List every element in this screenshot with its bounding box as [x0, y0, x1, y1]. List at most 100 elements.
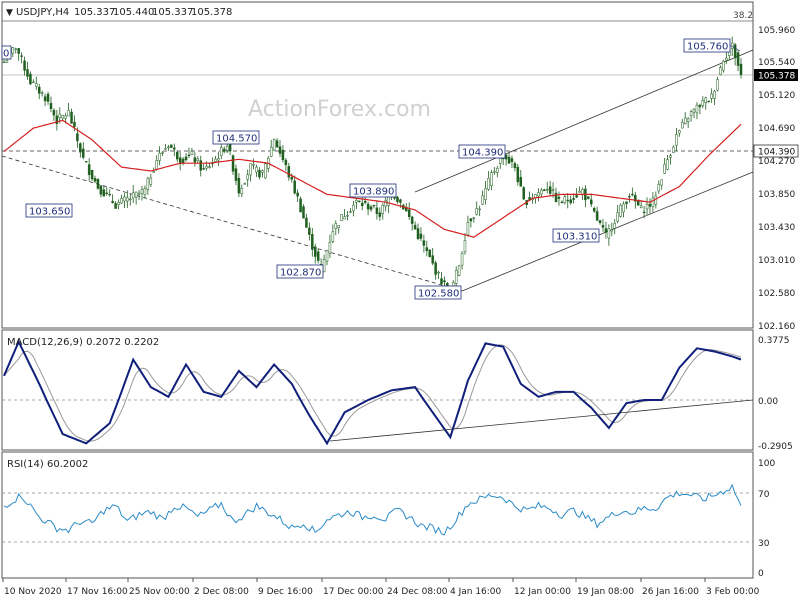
- candle-body: [275, 140, 279, 148]
- candle-body: [55, 115, 59, 125]
- candle-body: [681, 122, 684, 129]
- price-tick: 104.270: [758, 157, 795, 167]
- candle-body: [73, 121, 76, 127]
- candle-body: [205, 165, 208, 169]
- candle-body: [231, 155, 235, 172]
- x-tick-label: 2 Dec 08:00: [194, 587, 249, 597]
- candle-body: [222, 148, 226, 152]
- candle-body: [692, 108, 696, 113]
- candle-body: [340, 214, 343, 221]
- rsi-line: [3, 483, 742, 536]
- candle-body: [519, 177, 523, 187]
- candle-body: [170, 144, 173, 148]
- candle-body: [399, 199, 402, 203]
- candle-body: [35, 83, 38, 87]
- candle-body: [5, 60, 9, 63]
- price-tick: 103.850: [758, 190, 795, 200]
- candle-body: [410, 216, 414, 224]
- candle-body: [716, 79, 719, 91]
- candle-body: [187, 154, 191, 156]
- candle-body: [76, 133, 79, 142]
- candle-body: [29, 73, 32, 85]
- candle-body: [733, 44, 737, 59]
- candle-body: [590, 199, 593, 205]
- macd-main-line: [3, 339, 742, 446]
- candle-body: [660, 179, 663, 186]
- candle-body: [575, 195, 578, 198]
- candle-body: [308, 227, 311, 235]
- candle-body: [419, 233, 423, 239]
- candle-body: [111, 200, 114, 204]
- candle-body: [255, 166, 258, 173]
- candle-body: [592, 207, 596, 212]
- candle-body: [143, 188, 147, 196]
- price-y-axis: 105.960 105.540 105.120 104.690 104.270 …: [753, 26, 799, 332]
- candle-body: [360, 202, 364, 206]
- candle-body: [134, 191, 138, 198]
- candle-body: [695, 104, 699, 114]
- candle-body: [669, 155, 672, 158]
- candle-body: [704, 97, 708, 104]
- header-symbol-dropdown-icon[interactable]: ▼: [6, 8, 13, 18]
- candle-body: [243, 183, 247, 185]
- candle-body: [548, 186, 552, 194]
- x-tick-label: 4 Jan 16:00: [450, 587, 502, 597]
- candle-body: [26, 69, 29, 77]
- candle-body: [37, 86, 41, 94]
- annotation-104570: 104.570: [212, 130, 260, 145]
- level-price-tag: [753, 144, 799, 158]
- header-high: 105.440: [113, 7, 154, 18]
- annotation-104390-label: 104.390: [462, 148, 503, 159]
- candle-body: [466, 222, 470, 236]
- annotation-103890: 103.890: [349, 183, 397, 198]
- channel-upper-line: [414, 49, 754, 193]
- candle-body: [689, 111, 693, 116]
- candle-body: [510, 158, 514, 162]
- candle-body: [469, 218, 473, 222]
- annotation-left-edge: 0: [1, 45, 12, 60]
- candle-body: [375, 207, 379, 214]
- candle-body: [378, 212, 382, 217]
- price-tick: 105.120: [758, 91, 795, 101]
- candle-body: [234, 168, 238, 181]
- candle-body: [666, 159, 669, 170]
- candle-body: [381, 204, 385, 214]
- candle-body: [645, 203, 649, 210]
- candle-body: [220, 147, 223, 156]
- candle-body: [305, 217, 308, 228]
- candle-body: [249, 163, 252, 176]
- candle-body: [522, 187, 525, 200]
- candle-body: [311, 234, 314, 250]
- candle-body: [217, 158, 220, 161]
- candle-body: [278, 146, 282, 154]
- annotation-102580-label: 102.580: [418, 289, 459, 300]
- candle-body: [710, 93, 713, 99]
- x-tick-label: 24 Dec 08:00: [387, 587, 448, 597]
- candle-body: [199, 160, 202, 171]
- candle-body: [487, 178, 490, 190]
- annotation-102580: 102.580: [414, 285, 462, 300]
- candle-body: [313, 246, 317, 257]
- candle-body: [639, 205, 643, 208]
- candle-body: [146, 177, 150, 190]
- candle-body: [604, 228, 608, 233]
- candle-body: [634, 194, 637, 202]
- candle-body: [557, 196, 561, 199]
- annotation-104390: 104.390: [458, 144, 506, 159]
- candle-body: [416, 228, 420, 240]
- candle-body: [663, 163, 666, 174]
- macd-panel-frame: [1, 329, 754, 451]
- macd-tick: 0.00: [758, 397, 778, 407]
- candle-body: [657, 183, 661, 192]
- candle-body: [619, 204, 622, 217]
- candle-body: [560, 201, 564, 204]
- candle-body: [152, 171, 155, 173]
- candle-body: [372, 204, 376, 207]
- candle-body: [443, 280, 446, 283]
- annotation-103310: 103.310: [552, 228, 600, 243]
- candle-body: [722, 60, 725, 71]
- candle-body: [598, 220, 602, 224]
- candle-body: [126, 197, 129, 202]
- current-price-tag: [754, 69, 798, 81]
